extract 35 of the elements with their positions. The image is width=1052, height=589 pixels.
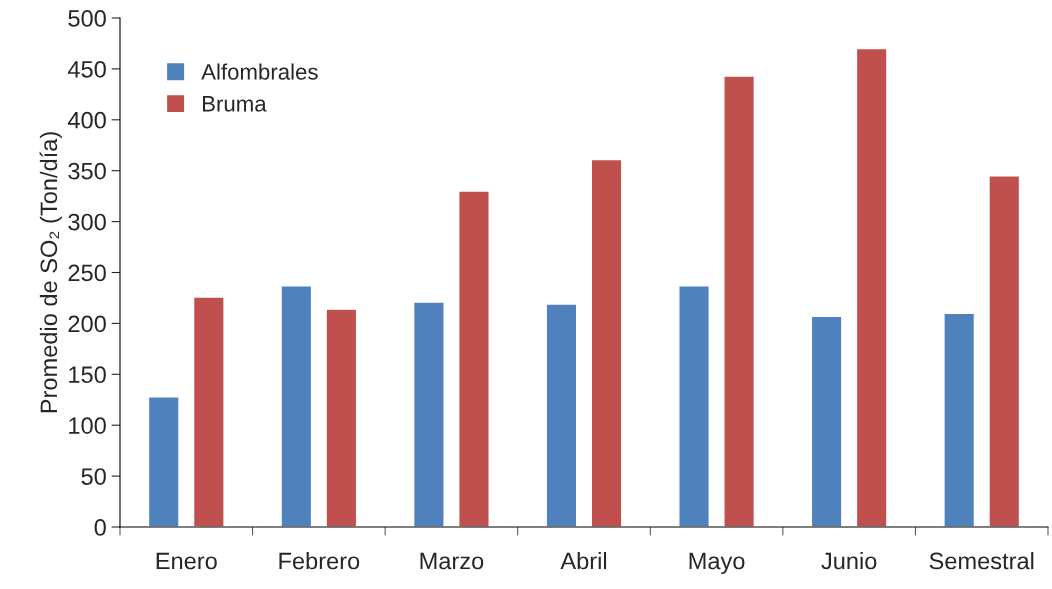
y-tick-label: 350 [68, 162, 106, 180]
y-tick-label: 250 [68, 264, 106, 282]
y-tick-label: 100 [69, 417, 106, 434]
legend-label: Alfombrales [201, 63, 318, 80]
bar [325, 308, 358, 527]
x-tick-label: Marzo [420, 552, 484, 570]
bar [590, 158, 623, 527]
y-tick-label: 400 [67, 111, 106, 129]
bar [545, 303, 578, 527]
x-tick-label: Abril [560, 552, 607, 570]
bar [943, 312, 976, 527]
bar [855, 47, 888, 527]
y-axis-title: Promedio de SO₂ (Ton/día) [39, 132, 62, 413]
bar [810, 315, 843, 527]
bar [412, 301, 445, 527]
x-tick-label: Mayo [689, 552, 745, 575]
y-tick-label: 150 [69, 366, 106, 384]
bar [678, 285, 710, 527]
x-tick-label: Semestral [929, 552, 1034, 570]
y-tick-label: 300 [68, 213, 106, 231]
legend-label: Bruma [203, 96, 267, 112]
x-tick-label: Enero [156, 552, 217, 570]
y-tick-label: 200 [68, 315, 106, 333]
y-tick-label: 450 [67, 60, 106, 78]
y-tick-label: 50 [81, 468, 106, 485]
bar [723, 75, 756, 527]
bar [280, 285, 313, 527]
bar [458, 190, 490, 527]
bar [147, 396, 180, 527]
y-tick-label: 0 [94, 519, 106, 536]
bar [988, 175, 1021, 527]
y-tick-label: 500 [68, 10, 106, 27]
x-tick-label: Junio [821, 552, 877, 570]
x-tick-label: Febrero [279, 552, 360, 570]
bar [192, 296, 225, 527]
